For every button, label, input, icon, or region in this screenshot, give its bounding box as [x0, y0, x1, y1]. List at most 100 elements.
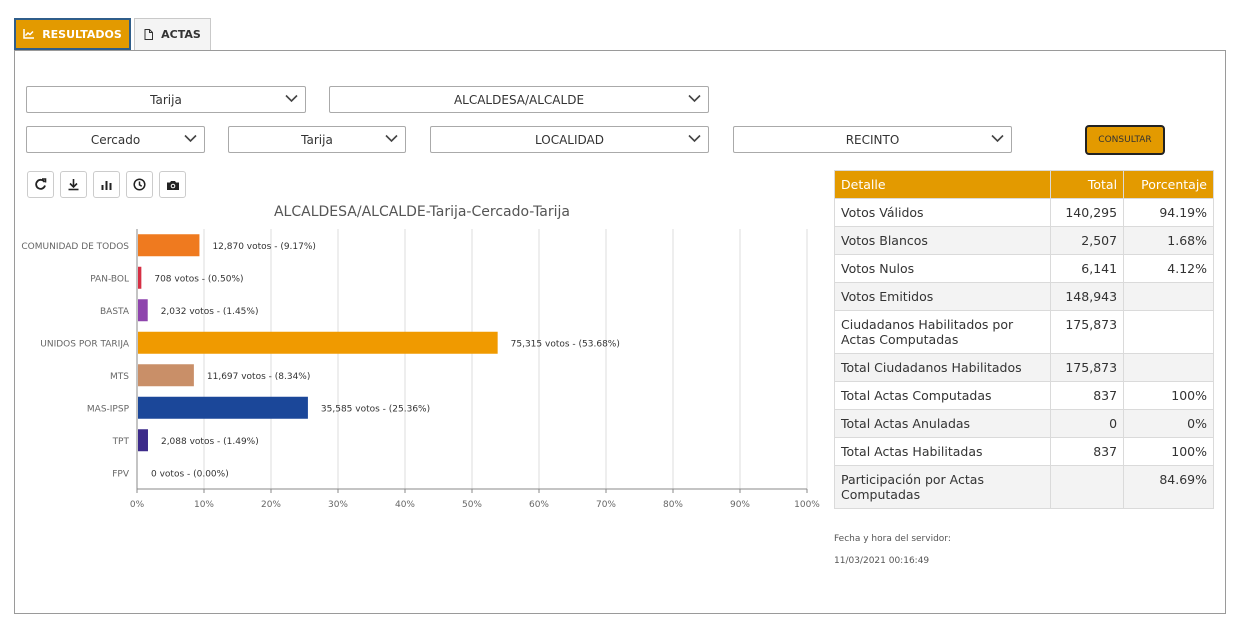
bar: [138, 429, 148, 452]
tab-actas-label: ACTAS: [161, 28, 201, 41]
table-row: Votos Nulos 6,141 4.12%: [833, 254, 1214, 283]
x-tick-label: 60%: [529, 500, 549, 510]
x-tick-label: 70%: [596, 500, 616, 510]
total-cell: 6,141: [1050, 254, 1125, 283]
category-label: TPT: [112, 437, 130, 447]
table-row: Votos Emitidos 148,943: [833, 282, 1214, 311]
consultar-button[interactable]: CONSULTAR: [1085, 125, 1165, 155]
x-tick-label: 90%: [730, 500, 750, 510]
category-label: FPV: [112, 469, 130, 479]
chart-title: ALCALDESA/ALCALDE-Tarija-Cercado-Tarija: [273, 204, 571, 220]
line-chart-icon: [23, 29, 35, 39]
detalle-cell: Total Actas Habilitadas: [833, 437, 1052, 466]
server-time-value: 11/03/2021 00:16:49: [834, 556, 930, 566]
data-label: 11,697 votos - (8.34%): [207, 372, 310, 382]
porcentaje-cell: 94.19%: [1123, 198, 1214, 227]
x-tick-label: 50%: [462, 500, 482, 510]
detalle-cell: Total Actas Computadas: [833, 381, 1052, 410]
porcentaje-cell: [1123, 353, 1214, 382]
detalle-cell: Total Ciudadanos Habilitados: [833, 353, 1052, 382]
departamento-select[interactable]: Tarija: [26, 86, 306, 113]
provincia-select[interactable]: Cercado: [26, 126, 205, 153]
tab-resultados-label: RESULTADOS: [42, 27, 122, 41]
cargo-select[interactable]: ALCALDESA/ALCALDE: [329, 86, 709, 113]
chart-type-button[interactable]: [93, 171, 120, 198]
detalle-cell: Total Actas Anuladas: [833, 409, 1052, 438]
category-label: BASTA: [100, 307, 130, 317]
category-label: MTS: [110, 372, 129, 382]
chevron-down-icon: [184, 134, 197, 143]
data-label: 75,315 votos - (53.68%): [511, 339, 620, 349]
recinto-value: RECINTO: [845, 132, 900, 147]
bar: [138, 299, 148, 322]
results-bar-chart: 0% 10% 20% 30% 40% 50% 60% 70% 80% 90% 100% COMUNID…: [21, 229, 820, 510]
chevron-down-icon: [688, 94, 701, 103]
municipio-select[interactable]: Tarija: [228, 126, 406, 153]
data-label: 2,088 votos - (1.49%): [161, 437, 259, 447]
bar-chart-icon: [101, 180, 112, 190]
x-tick-label: 30%: [328, 500, 348, 510]
porcentaje-cell: 84.69%: [1123, 465, 1214, 509]
file-icon: [144, 29, 154, 40]
table-row: Total Actas Anuladas 0 0%: [833, 409, 1214, 438]
category-label: UNIDOS POR TARIJA: [40, 339, 130, 349]
x-tick-label: 20%: [261, 500, 281, 510]
detalle-cell: Votos Nulos: [833, 254, 1052, 283]
detalle-cell: Votos Emitidos: [833, 282, 1052, 311]
recinto-select[interactable]: RECINTO: [733, 126, 1012, 153]
download-button[interactable]: [60, 171, 87, 198]
x-tick-label: 80%: [663, 500, 683, 510]
table-row: Total Actas Computadas 837 100%: [833, 381, 1214, 410]
table-row: Total Ciudadanos Habilitados 175,873: [833, 353, 1214, 382]
chevron-down-icon: [688, 134, 701, 143]
screenshot-button[interactable]: [159, 171, 186, 198]
table-row: Votos Blancos 2,507 1.68%: [833, 226, 1214, 255]
total-cell: 148,943: [1050, 282, 1125, 311]
download-icon: [68, 179, 79, 191]
history-button[interactable]: [126, 171, 153, 198]
detalle-cell: Participación por Actas Computadas: [833, 465, 1052, 509]
table-row: Votos Válidos 140,295 94.19%: [833, 198, 1214, 227]
total-cell: 0: [1050, 409, 1125, 438]
category-label: PAN-BOL: [90, 274, 129, 284]
total-cell: 2,507: [1050, 226, 1125, 255]
tab-resultados[interactable]: RESULTADOS: [14, 18, 131, 50]
total-cell: 140,295: [1050, 198, 1125, 227]
municipio-value: Tarija: [301, 132, 333, 147]
localidad-value: LOCALIDAD: [535, 132, 604, 147]
porcentaje-cell: 4.12%: [1123, 254, 1214, 283]
data-label: 708 votos - (0.50%): [154, 274, 243, 284]
results-table: Detalle Total Porcentaje Votos Válidos 14…: [833, 170, 1214, 509]
camera-icon: [166, 180, 179, 190]
bar: [138, 331, 498, 354]
refresh-icon: [35, 178, 47, 190]
header-detalle: Detalle: [833, 170, 1052, 199]
detalle-cell: Votos Válidos: [833, 198, 1052, 227]
porcentaje-cell: 100%: [1123, 437, 1214, 466]
total-cell: 175,873: [1050, 310, 1125, 354]
data-label: 2,032 votos - (1.45%): [161, 307, 259, 317]
porcentaje-cell: 0%: [1123, 409, 1214, 438]
detalle-cell: Votos Blancos: [833, 226, 1052, 255]
detalle-cell: Ciudadanos Habilitados por Actas Computa…: [833, 310, 1052, 354]
bar: [138, 396, 308, 419]
table-row: Participación por Actas Computadas 84.69%: [833, 465, 1214, 509]
table-row: Ciudadanos Habilitados por Actas Computa…: [833, 310, 1214, 354]
tab-actas[interactable]: ACTAS: [134, 18, 211, 50]
refresh-button[interactable]: [27, 171, 54, 198]
localidad-select[interactable]: LOCALIDAD: [430, 126, 709, 153]
porcentaje-cell: 100%: [1123, 381, 1214, 410]
x-tick-label: 100%: [794, 500, 820, 510]
porcentaje-cell: 1.68%: [1123, 226, 1214, 255]
category-label: MAS-IPSP: [87, 404, 130, 414]
chevron-down-icon: [991, 134, 1004, 143]
total-cell: 837: [1050, 381, 1125, 410]
total-cell: 837: [1050, 437, 1125, 466]
clock-icon: [133, 178, 146, 191]
x-tick-label: 40%: [395, 500, 415, 510]
table-header-row: Detalle Total Porcentaje: [833, 170, 1214, 199]
cargo-value: ALCALDESA/ALCALDE: [453, 92, 585, 107]
x-tick-label: 10%: [194, 500, 214, 510]
x-tick-label: 0%: [130, 500, 145, 510]
category-label: COMUNIDAD DE TODOS: [21, 242, 129, 252]
